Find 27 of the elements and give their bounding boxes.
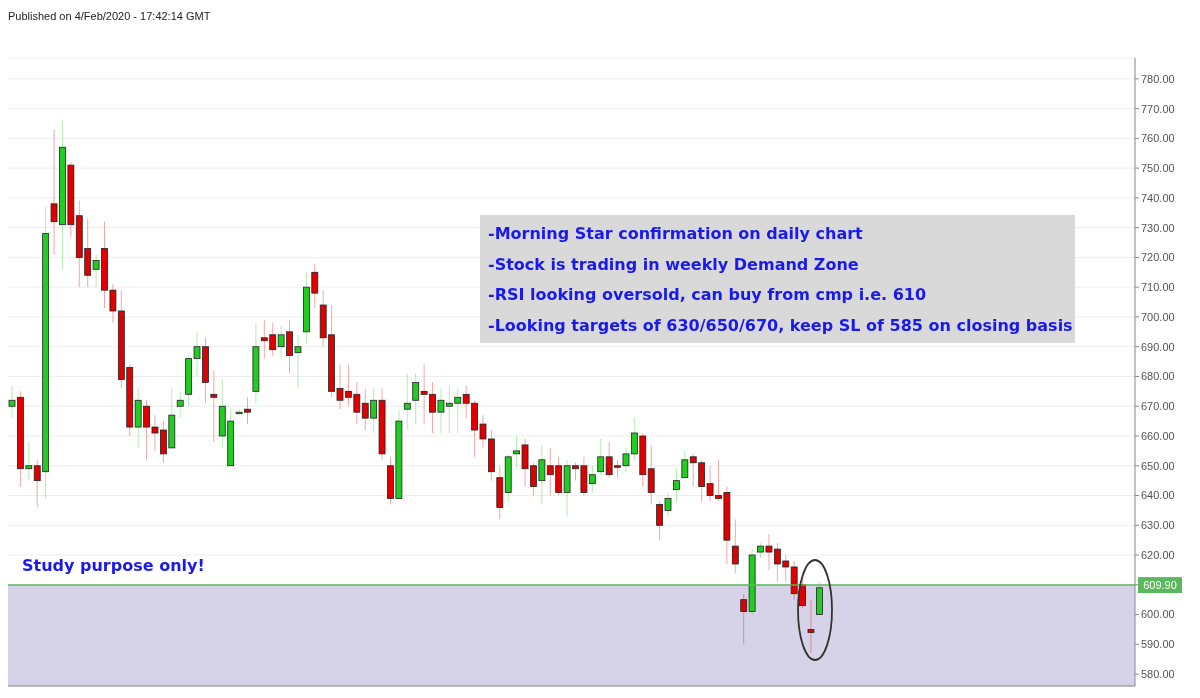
y-tick-label: 670.00 <box>1141 400 1175 413</box>
y-tick-label: 580.00 <box>1141 668 1175 680</box>
y-tick-label: 730.00 <box>1141 221 1175 234</box>
annotation: -Morning Star confirmation on daily chart <box>488 223 864 245</box>
y-tick-label: 780.00 <box>1141 72 1175 85</box>
annotation: -RSI looking oversold, can buy from cmp i.e. 610 <box>488 284 928 306</box>
y-tick-label: 660.00 <box>1141 429 1175 442</box>
y-tick-label: 750.00 <box>1141 162 1175 175</box>
y-tick-label: 710.00 <box>1141 281 1175 294</box>
ref-line-label: 609.90 <box>1143 579 1177 592</box>
y-tick-label: 640.00 <box>1141 489 1175 502</box>
y-tick-label: 600.00 <box>1141 608 1175 621</box>
y-tick-label: 630.00 <box>1141 519 1175 532</box>
y-tick-label: 720.00 <box>1141 251 1175 264</box>
y-tick-label: 680.00 <box>1141 370 1175 383</box>
y-tick-label: 760.00 <box>1141 132 1175 145</box>
annotation: -Looking targets of 630/650/670, keep SL of 585 on closing basis <box>488 314 1074 337</box>
y-tick-label: 740.00 <box>1141 191 1175 204</box>
y-tick-label: 690.00 <box>1141 340 1175 353</box>
annotation: -Stock is trading in weekly Demand Zone <box>488 253 860 276</box>
y-tick-label: 770.00 <box>1141 102 1175 115</box>
annotation: Study purpose only! <box>22 556 205 575</box>
y-tick-label: 590.00 <box>1141 638 1175 651</box>
y-tick-label: 700.00 <box>1141 310 1175 323</box>
y-tick-label: 620.00 <box>1141 548 1175 561</box>
y-tick-label: 650.00 <box>1141 459 1175 472</box>
text: Published on 4/Feb/2020 - 17:42:14 GMT <box>8 9 212 24</box>
